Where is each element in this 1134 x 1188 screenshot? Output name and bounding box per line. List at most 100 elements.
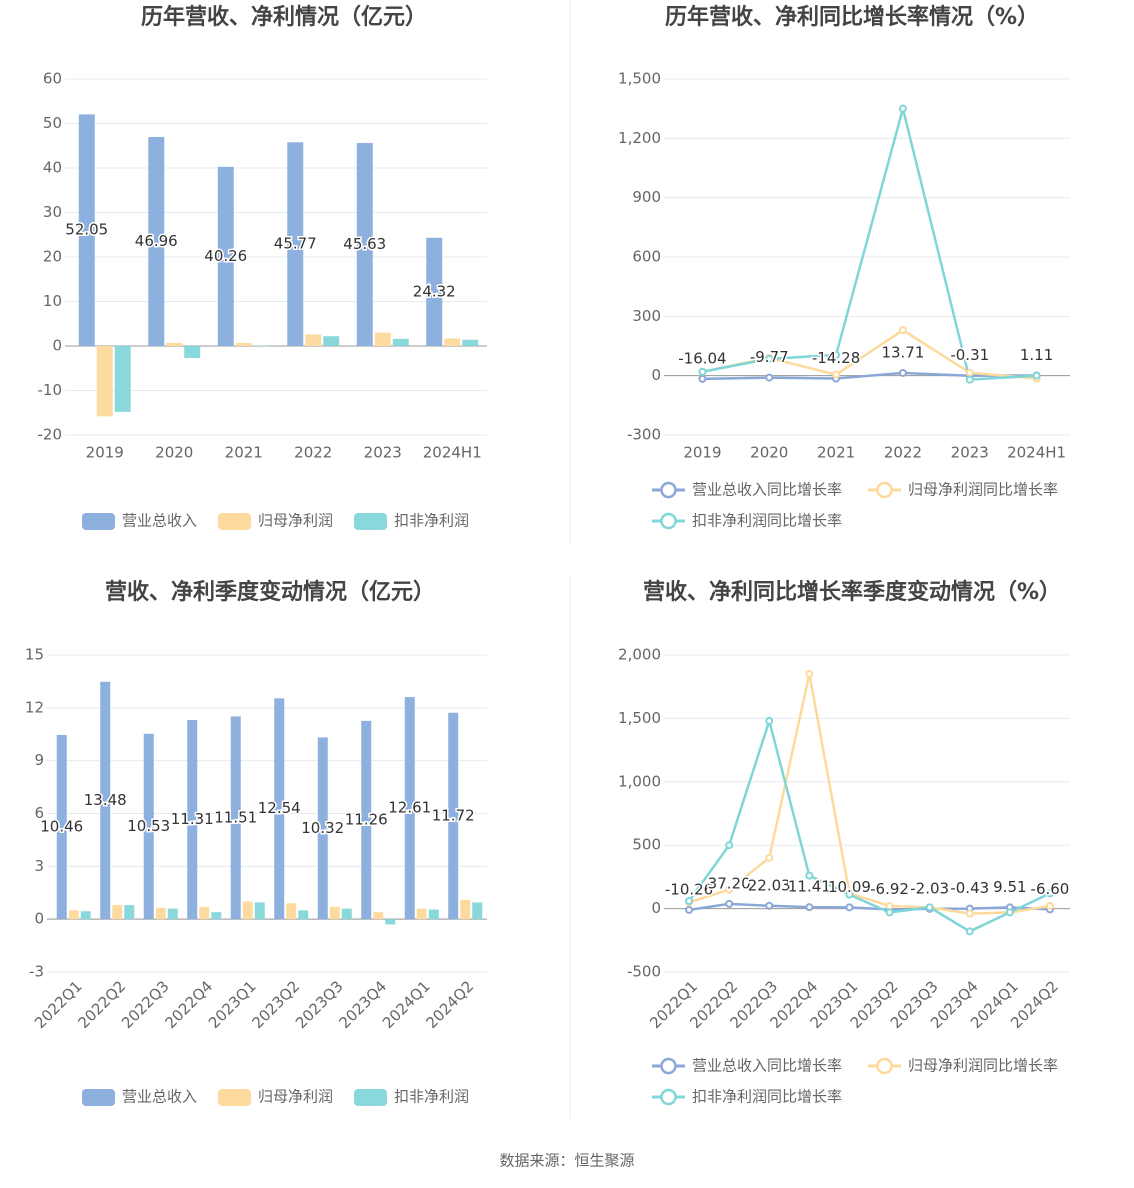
data-label: 52.05 [65,221,108,239]
legend-label: 归母净利润同比增长率 [908,1057,1058,1075]
legend-swatch [354,1089,387,1106]
y-tick-label: 40 [43,159,62,177]
bar [298,910,309,920]
y-tick-label: 1,000 [618,772,661,790]
bar [274,698,285,920]
data-label: 45.77 [274,235,317,253]
data-label: -6.60 [1031,880,1070,898]
bar [286,903,297,920]
bar [460,899,471,920]
bar [374,332,391,346]
point [925,903,934,912]
point [805,871,814,880]
bar [184,346,201,359]
data-label: -0.31 [950,346,989,364]
chart-title: 历年营收、净利同比增长率情况（%） [665,4,1039,30]
legend-swatch [660,512,677,530]
data-label: -0.43 [950,879,989,897]
point [765,716,774,725]
point [805,903,814,912]
y-tick-label: 300 [632,307,661,325]
data-label: 11.72 [432,806,475,824]
x-tick-label: 2022Q4 [161,977,216,1032]
bar [217,166,234,346]
data-label: 13.71 [881,343,924,361]
bar [242,901,253,920]
y-tick-label: 0 [34,910,44,928]
bar [100,681,111,920]
y-tick-label: 3 [34,857,44,875]
bar [68,910,79,920]
data-label: 37.20 [708,874,751,892]
chart-title: 历年营收、净利情况（亿元） [141,4,427,30]
legend-swatch [876,1057,893,1075]
y-tick-label: 15 [25,646,44,664]
data-label: 11.31 [171,810,214,828]
line [688,716,1051,933]
bar [124,905,135,920]
point [698,367,707,376]
data-label: -9.77 [750,348,789,366]
y-tick-label: 600 [632,248,661,266]
point [898,104,907,113]
bar [404,697,415,920]
y-tick-label: -3 [29,963,44,981]
point [725,899,734,908]
point [845,903,854,912]
bar [56,734,67,920]
bar [96,346,113,417]
line [702,103,1037,381]
legend-label: 扣非净利润 [394,512,469,530]
legend-label: 归母净利润同比增长率 [908,481,1058,499]
y-tick-label: 900 [632,188,661,206]
data-label: 46.96 [135,232,178,250]
bar [78,114,95,346]
point [698,374,707,383]
bar [167,908,178,920]
line [688,902,1051,912]
legend-label: 营业总收入 [122,1088,197,1106]
legend-label: 营业总收入同比增长率 [692,481,842,499]
data-label: 10.32 [301,819,344,837]
x-tick-label: 2023Q1 [205,977,260,1032]
data-label: 9.51 [993,878,1026,896]
y-tick-label: -500 [627,963,661,981]
bar [392,338,409,346]
bar [385,919,396,925]
data-label: 1.11 [1020,346,1053,364]
data-label: 22.03 [748,876,791,894]
legend-label: 归母净利润 [258,512,333,530]
point [725,841,734,850]
legend-label: 扣非净利润同比增长率 [692,512,842,530]
y-tick-label: 6 [34,804,44,822]
data-label: 10.46 [40,818,83,836]
legend-swatch [660,481,677,499]
y-tick-label: 0 [651,366,661,384]
point [685,905,694,914]
x-tick-label: 2024Q1 [379,977,434,1032]
point [965,909,974,918]
bar [80,911,91,920]
x-tick-label: 2023 [364,444,402,462]
bar [448,712,459,920]
bar [305,334,322,346]
legend-swatch [354,513,387,530]
legend-swatch [218,513,251,530]
point [765,901,774,910]
data-label: -6.92 [870,880,909,898]
legend-swatch [660,1088,677,1106]
point [898,326,907,335]
bar [166,342,183,346]
y-tick-label: 9 [34,751,44,769]
legend-label: 扣非净利润 [394,1088,469,1106]
point [1005,908,1014,917]
point [765,373,774,382]
bar [254,902,265,920]
point [765,853,774,862]
bar [230,716,241,920]
y-tick-label: 0 [52,337,62,355]
bar [287,142,304,346]
bar [444,338,461,346]
bar [416,908,427,920]
bar [341,908,352,920]
